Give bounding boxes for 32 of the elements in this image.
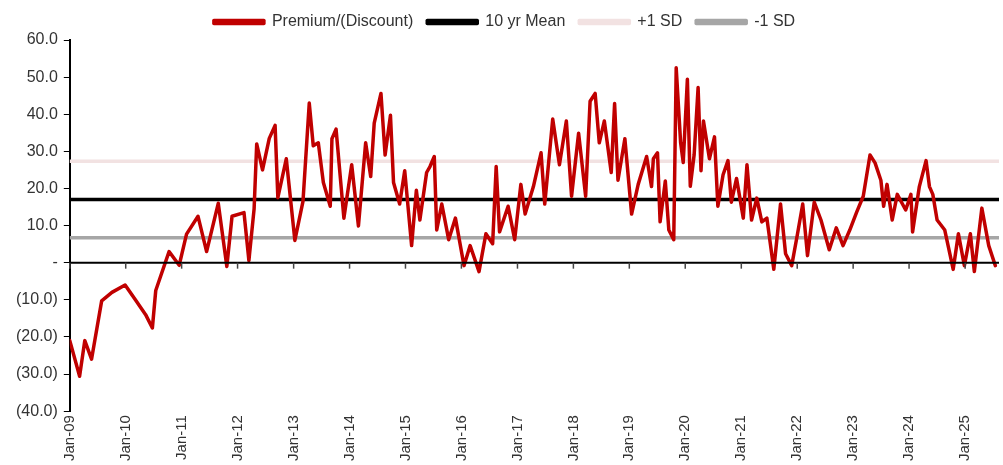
x-tick-label: Jan-15 — [395, 415, 413, 462]
legend-label: Premium/(Discount) — [271, 12, 414, 30]
y-tick-label: 10.0 — [26, 215, 58, 233]
x-tick-label: Jan-24 — [899, 415, 917, 462]
x-tick-label: Jan-14 — [339, 415, 357, 462]
x-tick-label: Jan-25 — [955, 415, 973, 462]
y-tick-label: 40.0 — [26, 104, 58, 122]
x-tick-label: Jan-20 — [675, 415, 693, 462]
x-tick-label: Jan-18 — [563, 415, 581, 462]
x-tick-label: Jan-21 — [731, 415, 749, 462]
x-tick-label: Jan-22 — [787, 415, 805, 462]
y-tick-label: (10.0) — [16, 290, 58, 308]
x-tick-label: Jan-13 — [283, 415, 301, 462]
y-tick-label: 20.0 — [26, 178, 58, 196]
legend-label: -1 SD — [754, 12, 796, 30]
x-tick-label: Jan-16 — [451, 415, 469, 462]
y-tick-label: 30.0 — [26, 141, 58, 159]
x-tick-label: Jan-09 — [59, 415, 77, 462]
x-tick-label: Jan-10 — [115, 415, 133, 462]
x-tick-label: Jan-12 — [227, 415, 245, 462]
y-tick-label: (30.0) — [16, 364, 58, 382]
y-tick-label: 60.0 — [26, 30, 58, 48]
y-tick-label: (20.0) — [16, 327, 58, 345]
legend-label: +1 SD — [637, 12, 683, 30]
x-tick-label: Jan-17 — [507, 415, 525, 462]
x-tick-label: Jan-11 — [171, 415, 189, 460]
x-tick-label: Jan-19 — [619, 415, 637, 462]
legend-label: 10 yr Mean — [485, 12, 566, 30]
x-tick-label: Jan-23 — [843, 415, 861, 462]
y-tick-label: 50.0 — [26, 67, 58, 85]
y-tick-label: (40.0) — [16, 401, 58, 419]
y-tick-label: - — [52, 253, 58, 271]
